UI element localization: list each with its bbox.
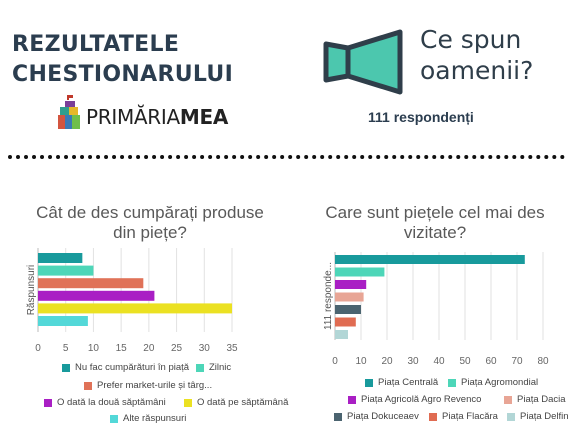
chart1-title: Cât de des cumpărați produse din piețe? — [0, 203, 300, 243]
chart2-svg: 0 10 20 30 40 50 60 70 80 111 responde... — [323, 252, 549, 364]
chart1-legend-swatch — [196, 363, 204, 372]
chart2-title-line2: vizitate? — [403, 223, 467, 242]
chart2-legend-item: Piața Dokuceaev — [334, 411, 419, 422]
quote-line2: oamenii? — [420, 56, 534, 85]
chart1-bar — [38, 253, 83, 263]
chart1-bar — [38, 265, 94, 276]
chart2-legend-label: Piața Flacăra — [442, 411, 498, 422]
chart1-legend-label: Alte răspunsuri — [123, 413, 187, 424]
main-title: REZULTATELE CHESTIONARULUI — [12, 30, 233, 90]
chart2-bar — [335, 292, 364, 302]
chart1-legend-label: Prefer market-urile și târg... — [97, 380, 213, 391]
chart2-legend-label: Piața Agromondial — [461, 377, 539, 388]
chart1-legend-swatch — [62, 363, 70, 372]
chart1-xtick-label: 30 — [199, 343, 211, 354]
chart2-xtick-label: 50 — [459, 356, 471, 364]
main-title-line2: CHESTIONARULUI — [12, 62, 234, 87]
chart1-legend-label: O dată pe săptămână — [197, 397, 289, 408]
chart2-bar — [335, 267, 385, 277]
chart1-bar — [38, 316, 88, 326]
chart2-xtick-label: 30 — [407, 356, 419, 364]
chart1-xtick-label: 15 — [116, 343, 128, 354]
chart1-xtick-label: 35 — [226, 343, 238, 354]
chart1-xtick-label: 0 — [35, 343, 41, 354]
chart2-legend-item: Piața Flacăra — [429, 411, 498, 422]
chart2-ylabel: 111 responde... — [323, 262, 334, 330]
dotted-divider — [8, 155, 565, 159]
chart2-xtick-label: 70 — [511, 356, 523, 364]
chart2-legend-label: Piața Centrală — [378, 377, 439, 388]
chart2-legend-item: Piața Centrală — [365, 377, 438, 388]
chart2-bar — [335, 305, 361, 314]
primaria-mea-logo: PRIMĂRIAMEA — [58, 93, 228, 129]
chart2-bar — [335, 330, 348, 339]
chart1-legend-label: Zilnic — [209, 362, 232, 373]
chart2-legend-item: Piața Dacia — [504, 394, 566, 405]
chart1-xtick-label: 25 — [171, 343, 183, 354]
chart1-ylabel: Răspunsuri — [26, 265, 37, 316]
chart1-bar — [38, 290, 155, 301]
chart2-xtick-label: 0 — [332, 356, 338, 364]
chart1-legend-label: O dată la două săptămâni — [57, 397, 166, 408]
chart1-legend-label: Nu fac cumpărături în piață — [75, 362, 190, 373]
chart1-svg: 0 5 10 15 20 25 30 35 Răspunsuri — [26, 248, 238, 354]
respondents-count: 111 respondenți — [368, 109, 474, 125]
megaphone-icon — [323, 29, 403, 95]
chart2-bar — [335, 280, 367, 289]
chart2-legend-swatch — [334, 412, 342, 421]
buildings-logo-icon — [58, 95, 80, 129]
logo-text-bold: MEA — [179, 105, 229, 129]
chart2-legend-label: Piața Agricolă Agro Revenco — [361, 394, 482, 405]
chart2-legend-swatch — [365, 378, 373, 387]
chart2-legend-label: Piața Delfin — [520, 411, 569, 422]
chart2-bar — [335, 255, 525, 264]
chart2-xtick-label: 80 — [537, 356, 549, 364]
chart2-legend-item: Piața Agricolă Agro Revenco — [348, 394, 481, 405]
chart2-legend-label: Piața Dacia — [517, 394, 566, 405]
chart1-legend-item: Alte răspunsuri — [110, 413, 186, 424]
chart2-xtick-label: 40 — [433, 356, 445, 364]
chart2-legend: Piața Centrală Piața Agromondial Piața Agr… — [300, 364, 573, 440]
quote-line1: Ce spun — [420, 25, 522, 54]
chart1-legend-swatch — [84, 381, 92, 390]
chart1-bar — [38, 278, 144, 289]
chart2-legend-swatch — [348, 395, 356, 404]
chart1-xtick-label: 5 — [63, 343, 69, 354]
chart1-title-line2: din piețe? — [113, 223, 187, 242]
chart1-title-line1: Cât de des cumpărați produse — [36, 203, 264, 222]
chart1-legend-swatch — [110, 414, 118, 423]
logo-text: PRIMĂRIAMEA — [86, 105, 228, 129]
chart2-xtick-label: 20 — [381, 356, 393, 364]
chart1-legend-item: Zilnic — [196, 362, 231, 373]
chart2-xtick-label: 10 — [355, 356, 367, 364]
chart1-legend-swatch — [44, 398, 52, 407]
chart2-legend-swatch — [448, 378, 456, 387]
main-title-line1: REZULTATELE — [12, 32, 180, 57]
chart2-title: Care sunt piețele cel mai des vizitate? — [300, 203, 570, 243]
chart2-legend-item: Piața Agromondial — [448, 377, 538, 388]
chart2-legend-swatch — [504, 395, 512, 404]
chart2-title-line1: Care sunt piețele cel mai des — [325, 203, 545, 222]
chart1-legend: Nu fac cumpărături în piață Zilnic Prefer … — [0, 360, 290, 440]
chart1-xtick-label: 10 — [88, 343, 100, 354]
logo-text-regular: PRIMĂRIA — [86, 105, 180, 129]
chart1-bar — [38, 303, 232, 314]
chart1-legend-item: Nu fac cumpărături în piață — [62, 362, 189, 373]
quote-heading: Ce spun oamenii? — [420, 24, 533, 86]
chart2-legend-swatch — [507, 412, 515, 421]
chart2-legend-item: Piața Delfin — [507, 411, 569, 422]
chart2-legend-label: Piața Dokuceaev — [347, 411, 419, 422]
chart1-legend-item: O dată la două săptămâni — [44, 397, 166, 408]
chart1-xtick-label: 20 — [143, 343, 155, 354]
chart2-xtick-label: 60 — [485, 356, 497, 364]
chart1-legend-item: O dată pe săptămână — [184, 397, 288, 408]
chart2-bar — [335, 317, 356, 327]
chart2-legend-swatch — [429, 412, 437, 421]
chart1-legend-swatch — [184, 398, 192, 407]
chart1-legend-item: Prefer market-urile și târg... — [84, 380, 212, 391]
